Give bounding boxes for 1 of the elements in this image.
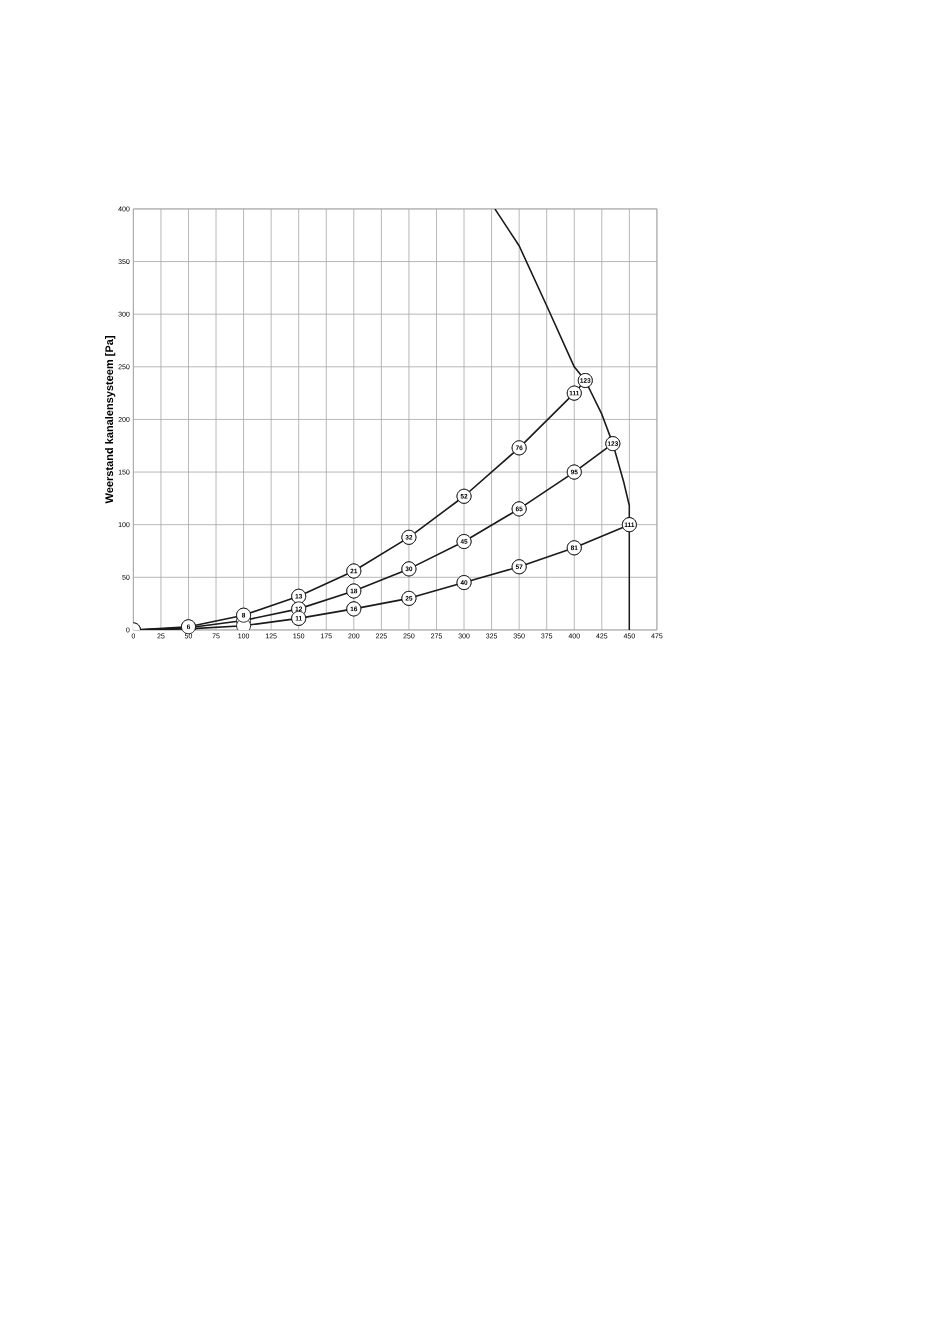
- y-axis-title: Weerstand kanalensysteem [Pa]: [105, 336, 116, 504]
